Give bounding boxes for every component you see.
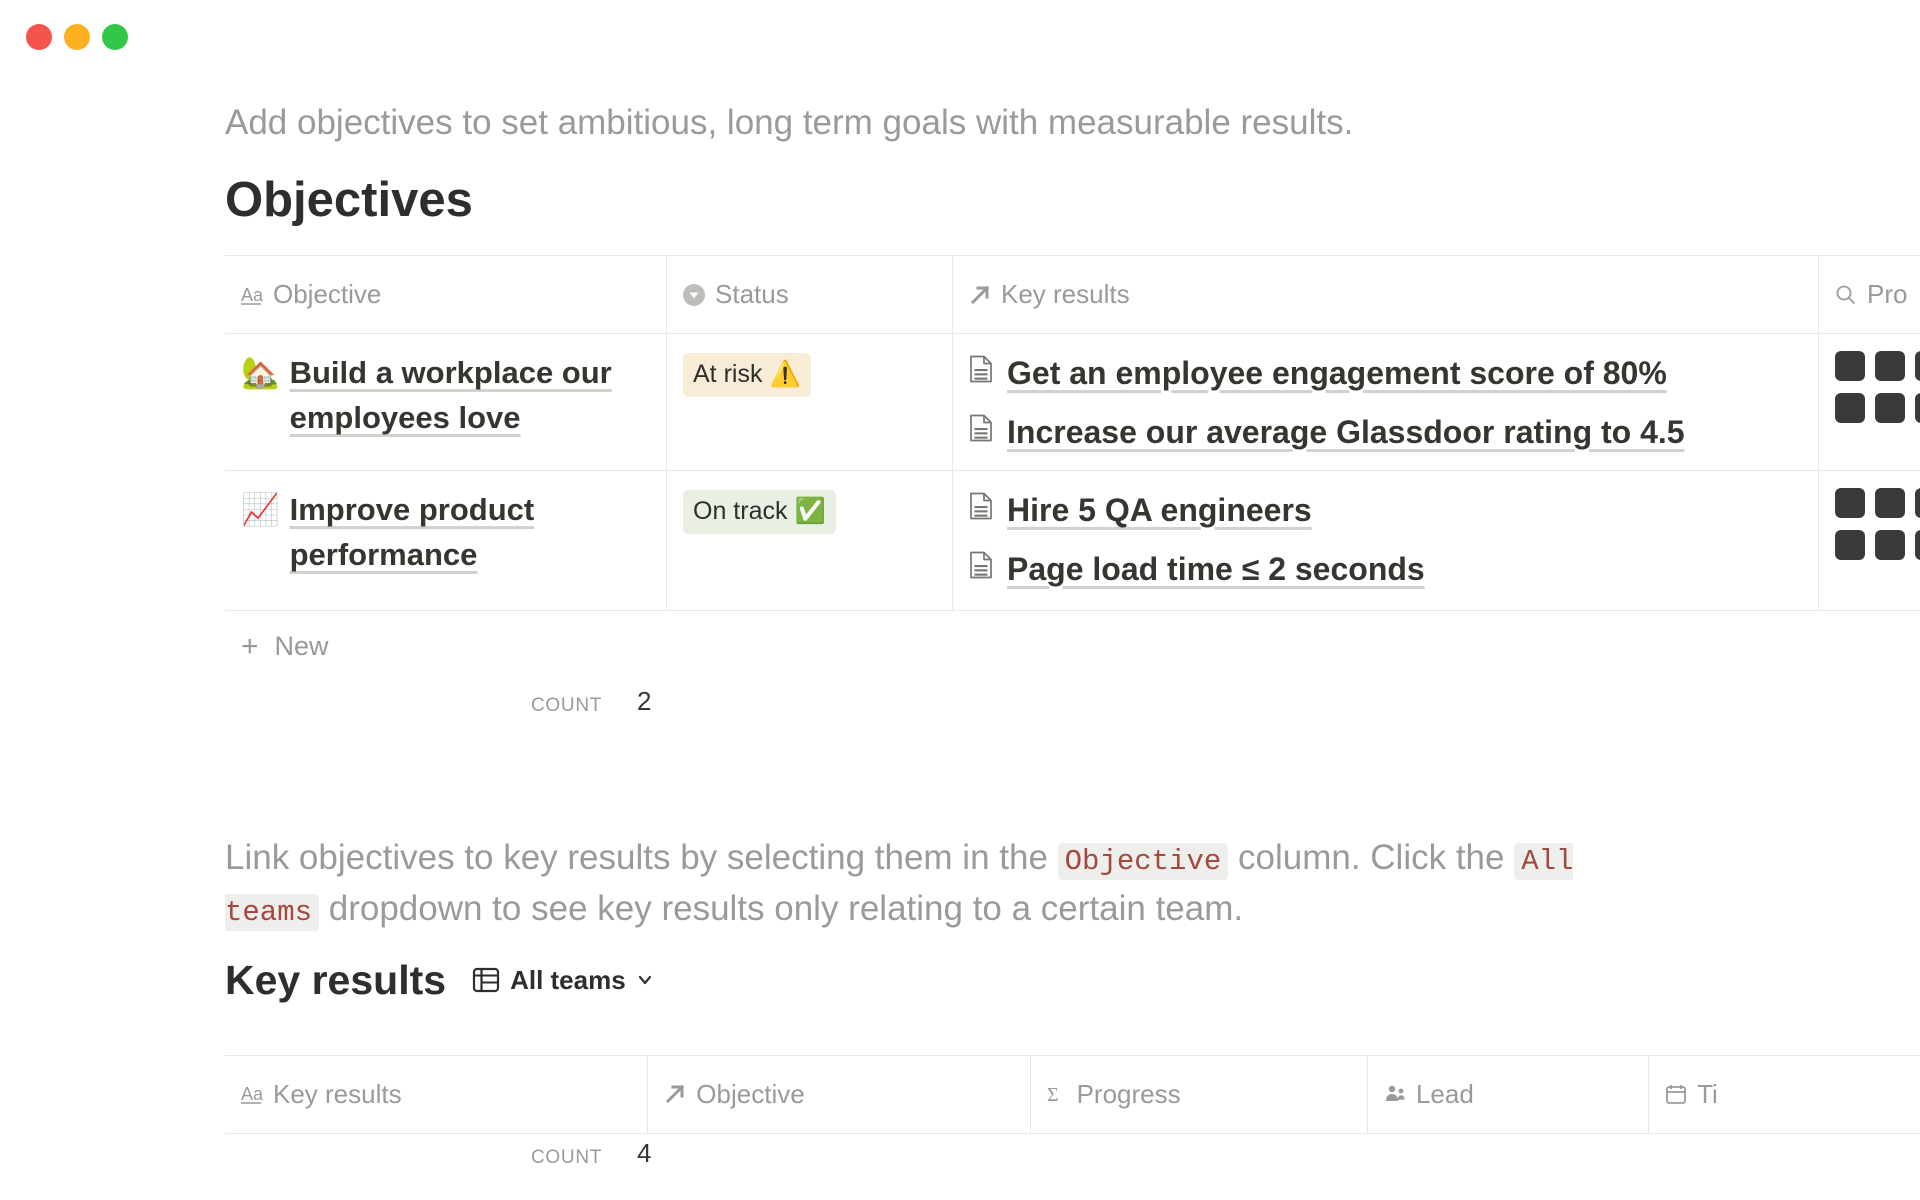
- svg-text:Σ: Σ: [1047, 1084, 1059, 1105]
- svg-text:Aa: Aa: [241, 285, 263, 305]
- svg-text:Aa: Aa: [241, 1084, 263, 1104]
